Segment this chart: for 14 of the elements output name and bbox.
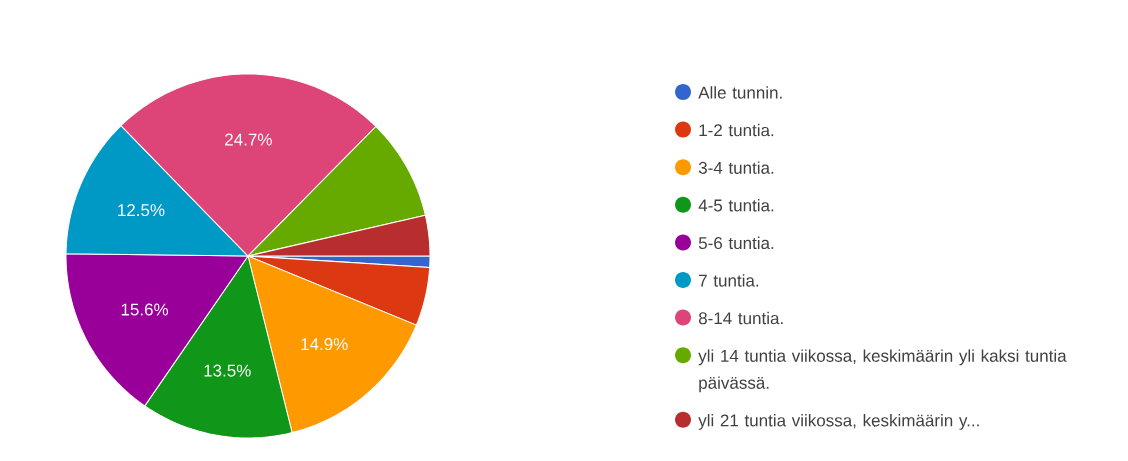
legend-label: 7 tuntia. (699, 274, 759, 287)
legend-label: 1-2 tuntia. (699, 123, 774, 137)
data-label: 15.6% (121, 303, 169, 316)
legend-label: 4-5 tuntia. (698, 199, 774, 212)
data-label: 13.5% (204, 364, 251, 377)
legend-label: yli 21 tuntia viikossa, keskimäärin y... (698, 414, 979, 430)
legend-label: 8-14 tuntia. (698, 311, 783, 325)
data-label: 24.7% (225, 133, 272, 146)
data-label: 12.5% (118, 204, 165, 217)
data-label: 14.9% (301, 338, 348, 351)
legend-label: Alle tunnin. (698, 86, 782, 99)
legend-label: 5-6 tuntia. (698, 236, 774, 250)
legend-label: 3-4 tuntia. (698, 161, 774, 174)
legend-label: yli 14 tuntia viikossa, keskimäärin yli kaksi tuntia päivässä. (698, 349, 1067, 393)
